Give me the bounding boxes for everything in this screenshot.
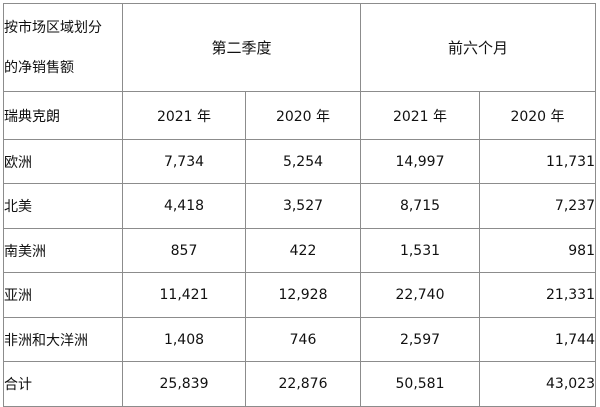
value-cell: 8,715 bbox=[360, 183, 480, 229]
net-sales-by-region-table: 按市场区域划分 的净销售额 第二季度 前六个月 瑞典克朗 2021 年 2020… bbox=[3, 3, 596, 407]
total-value-cell: 22,876 bbox=[245, 361, 361, 407]
total-row: 合计 25,839 22,876 50,581 43,023 bbox=[3, 361, 596, 407]
year-header-row: 瑞典克朗 2021 年 2020 年 2021 年 2020 年 bbox=[3, 91, 596, 140]
value-cell: 2,597 bbox=[360, 317, 480, 362]
value-cell: 4,418 bbox=[122, 183, 246, 229]
value-cell: 11,421 bbox=[122, 272, 246, 318]
value-cell: 14,997 bbox=[360, 139, 480, 184]
table-row: 北美 4,418 3,527 8,715 7,237 bbox=[3, 183, 596, 229]
corner-header-cell: 按市场区域划分 的净销售额 bbox=[3, 3, 123, 92]
total-value-cell: 43,023 bbox=[479, 361, 596, 407]
value-cell: 12,928 bbox=[245, 272, 361, 318]
corner-header-line1: 按市场区域划分 bbox=[4, 19, 102, 36]
value-cell: 11,731 bbox=[479, 139, 596, 184]
value-cell: 1,531 bbox=[360, 228, 480, 273]
value-cell: 21,331 bbox=[479, 272, 596, 318]
period-header-q2: 第二季度 bbox=[122, 3, 361, 92]
value-cell: 857 bbox=[122, 228, 246, 273]
region-cell: 亚洲 bbox=[3, 272, 123, 318]
year-header-cell: 2020 年 bbox=[245, 91, 361, 140]
total-value-cell: 25,839 bbox=[122, 361, 246, 407]
table-row: 非洲和大洋洲 1,408 746 2,597 1,744 bbox=[3, 317, 596, 362]
value-cell: 422 bbox=[245, 228, 361, 273]
region-cell: 非洲和大洋洲 bbox=[3, 317, 123, 362]
value-cell: 3,527 bbox=[245, 183, 361, 229]
currency-label-cell: 瑞典克朗 bbox=[3, 91, 123, 140]
value-cell: 5,254 bbox=[245, 139, 361, 184]
table-row: 南美洲 857 422 1,531 981 bbox=[3, 228, 596, 273]
region-cell: 北美 bbox=[3, 183, 123, 229]
region-cell: 南美洲 bbox=[3, 228, 123, 273]
value-cell: 7,734 bbox=[122, 139, 246, 184]
year-header-cell: 2021 年 bbox=[122, 91, 246, 140]
value-cell: 22,740 bbox=[360, 272, 480, 318]
value-cell: 746 bbox=[245, 317, 361, 362]
year-header-cell: 2020 年 bbox=[479, 91, 596, 140]
value-cell: 7,237 bbox=[479, 183, 596, 229]
total-label-cell: 合计 bbox=[3, 361, 123, 407]
corner-header-line2: 的净销售额 bbox=[4, 59, 74, 76]
table-header-row: 按市场区域划分 的净销售额 第二季度 前六个月 bbox=[3, 3, 596, 92]
value-cell: 1,744 bbox=[479, 317, 596, 362]
table-row: 欧洲 7,734 5,254 14,997 11,731 bbox=[3, 139, 596, 184]
value-cell: 981 bbox=[479, 228, 596, 273]
total-value-cell: 50,581 bbox=[360, 361, 480, 407]
period-header-h1: 前六个月 bbox=[360, 3, 596, 92]
table-row: 亚洲 11,421 12,928 22,740 21,331 bbox=[3, 272, 596, 318]
value-cell: 1,408 bbox=[122, 317, 246, 362]
year-header-cell: 2021 年 bbox=[360, 91, 480, 140]
region-cell: 欧洲 bbox=[3, 139, 123, 184]
